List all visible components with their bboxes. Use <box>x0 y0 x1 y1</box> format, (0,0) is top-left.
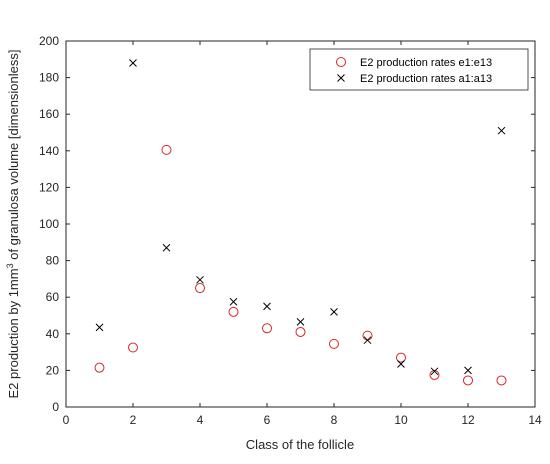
y-axis-label: E2 production by 1mm3 of granulosa volum… <box>5 50 21 399</box>
data-point-x <box>430 367 439 376</box>
data-point-x <box>363 336 372 345</box>
data-point-circle <box>329 338 339 349</box>
data-point-x-stroke <box>129 59 137 67</box>
data-point-x-stroke <box>263 302 271 311</box>
y-tick-label: 80 <box>46 254 60 268</box>
data-point-x-stroke <box>430 367 439 376</box>
x-tick-label: 12 <box>461 413 475 427</box>
data-point-x <box>95 323 104 332</box>
legend-marker-circle-shape <box>336 57 346 67</box>
data-point-circle <box>429 369 440 380</box>
y-axis-label-suffix: of granulosa volume [dimensionless] <box>6 50 21 264</box>
x-tick-label: 0 <box>63 413 70 427</box>
data-point-x <box>196 275 204 284</box>
data-point-circle <box>228 306 239 317</box>
data-point-x-stroke <box>397 360 405 368</box>
data-point-circle <box>161 144 172 155</box>
data-point-x <box>229 297 238 306</box>
x-tick-label: 8 <box>331 413 338 427</box>
data-point-x <box>464 366 472 375</box>
data-point-x <box>162 243 171 252</box>
y-tick-label: 100 <box>39 217 59 231</box>
data-point-x <box>497 126 506 135</box>
x-tick-label: 4 <box>197 413 204 427</box>
data-point-x <box>330 307 338 316</box>
x-tick-label: 10 <box>394 413 408 427</box>
data-point-circle <box>496 375 507 386</box>
legend-label-a: E2 production rates a1:a13 <box>360 73 492 85</box>
data-point-x-stroke <box>95 323 104 332</box>
y-tick-label: 140 <box>39 144 59 158</box>
legend: E2 production rates e1:e13 E2 production… <box>309 48 529 91</box>
data-point-x-stroke <box>296 318 305 326</box>
series-0 <box>94 144 507 386</box>
y-tick-label: 160 <box>39 107 59 121</box>
data-point-x <box>129 59 137 67</box>
x-tick-label: 14 <box>528 413 542 427</box>
y-tick-label: 60 <box>46 290 60 304</box>
data-point-x <box>263 302 271 311</box>
y-tick-label: 40 <box>46 327 60 341</box>
y-tick-label: 0 <box>52 400 59 414</box>
data-point-x <box>397 360 405 368</box>
data-point-circle <box>396 352 406 363</box>
x-tick-label: 2 <box>130 413 137 427</box>
y-tick-label: 120 <box>39 180 59 194</box>
data-point-circle <box>128 342 138 353</box>
data-point-circle <box>295 326 306 337</box>
y-axis-label-prefix: E2 production by 1mm <box>6 268 21 398</box>
y-tick-label: 20 <box>46 363 60 377</box>
data-point-x-stroke <box>464 366 472 375</box>
y-axis-label-superscript: 3 <box>5 263 15 268</box>
data-point-x-stroke <box>162 243 171 252</box>
y-tick-label: 180 <box>39 71 59 85</box>
data-point-x-stroke <box>330 307 338 316</box>
legend-marker-x <box>337 74 345 82</box>
data-point-circle <box>195 283 205 294</box>
data-points <box>94 59 507 386</box>
x-axis-label: Class of the follicle <box>246 437 354 452</box>
data-point-x-stroke <box>229 297 238 306</box>
legend-marker-x-shape-stroke <box>337 74 345 82</box>
data-point-x-stroke <box>196 275 204 284</box>
data-point-x-stroke <box>363 336 372 345</box>
data-point-x-stroke <box>497 126 506 135</box>
legend-label-e: E2 production rates e1:e13 <box>360 57 492 69</box>
data-point-circle <box>262 323 272 334</box>
legend-marker-x-shape <box>337 74 345 82</box>
x-tick-label: 6 <box>264 413 271 427</box>
y-tick-label: 200 <box>39 34 59 48</box>
series-1 <box>95 59 506 376</box>
legend-box <box>309 48 529 91</box>
plot-area <box>65 40 536 408</box>
data-point-circle <box>463 375 473 386</box>
data-point-circle <box>94 362 105 373</box>
legend-marker-circle <box>336 57 346 67</box>
data-point-x <box>296 318 305 326</box>
